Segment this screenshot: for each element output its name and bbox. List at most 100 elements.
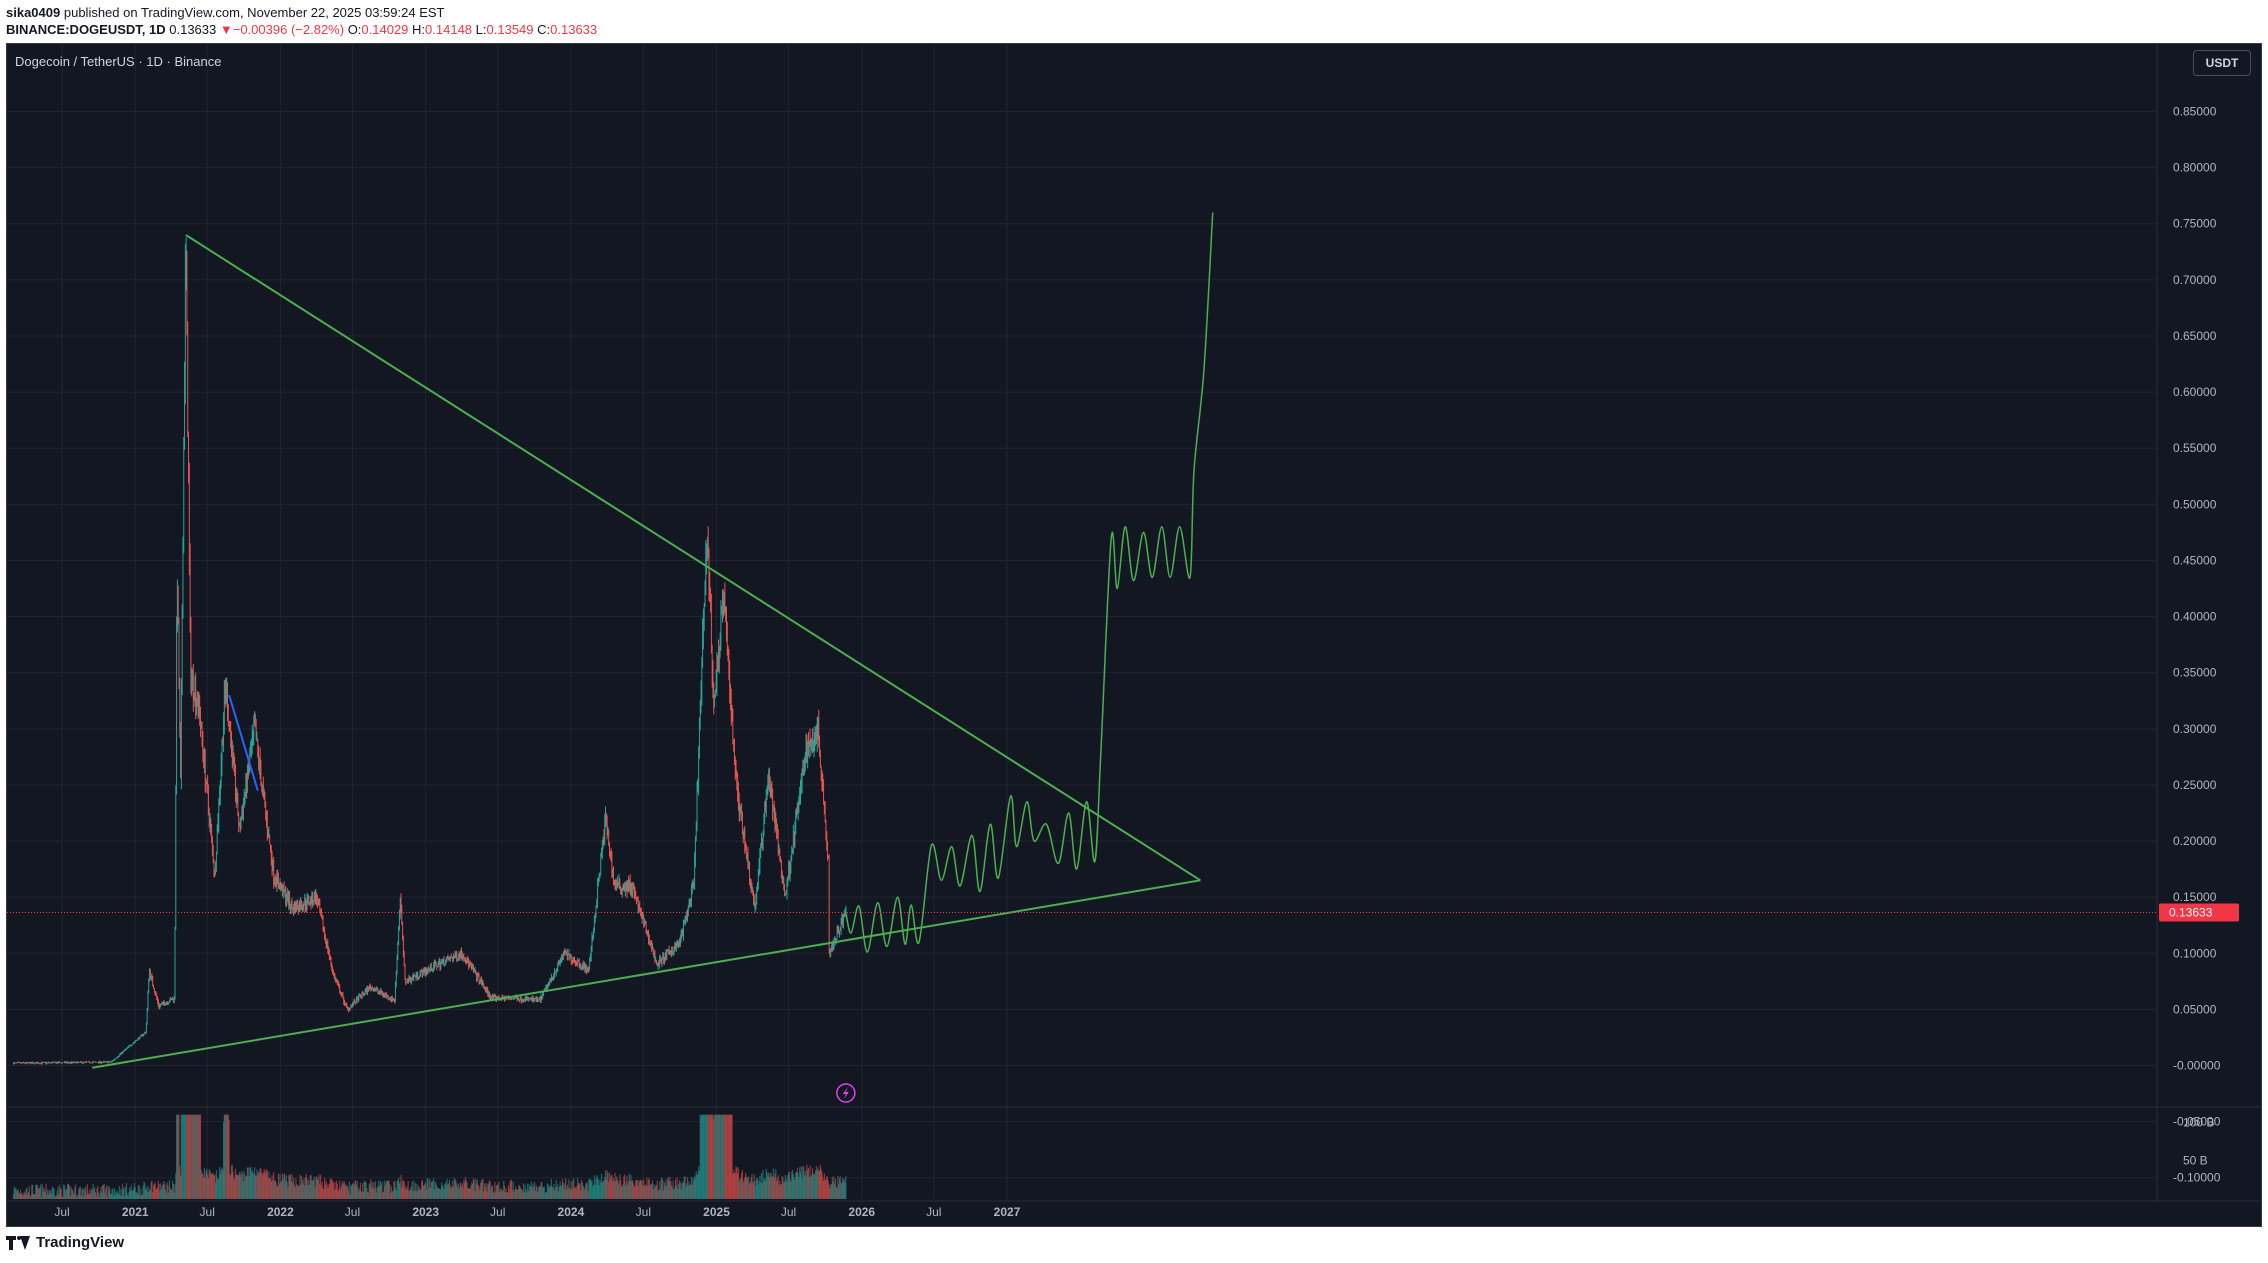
volume-bar-2022-01-16 [285,1175,288,1199]
volume-bar-2021-12-13 [272,1180,274,1199]
volume-bar-2020-12-02 [122,1189,124,1199]
volume-bar-2022-10-01 [388,1180,390,1199]
volume-bar-2020-08-04 [74,1184,77,1199]
volume-bar-2025-07-05 [789,1178,791,1199]
volume-bar-2022-11-10 [404,1188,406,1199]
volume-bar-2022-11-14 [405,1189,408,1199]
volume-bar-2020-10-21 [105,1185,108,1199]
trendline-2 [228,694,259,791]
volume-bar-2024-01-08 [573,1178,575,1199]
volume-bar-2022-07-27 [362,1183,364,1199]
volume-bar-2020-06-09 [52,1187,54,1199]
volume-bar-2024-10-26 [689,1185,691,1199]
volume-bar-2024-01-22 [578,1183,580,1199]
volume-bar-2022-08-08 [366,1191,369,1199]
volume-bar-2022-09-23 [385,1182,387,1199]
volume-bar-2022-04-22 [324,1178,326,1199]
volume-bar-2025-05-26 [773,1178,775,1199]
volume-bar-2022-06-19 [347,1186,349,1199]
volume-bar-2020-03-07 [15,1187,17,1199]
volume-bar-2023-01-05 [426,1178,428,1199]
price-chart[interactable]: 0.85000 0.80000 0.75000 0.70000 0.65000 0.600… [7,44,2261,1226]
volume-bar-2024-02-23 [591,1179,593,1199]
volume-bar-2021-08-05 [220,1168,222,1199]
volume-bar-2025-03-31 [751,1173,753,1199]
volume-bar-2022-05-14 [332,1182,334,1199]
author-name[interactable]: sika0409 [6,5,61,20]
volume-bar-2024-01-16 [576,1185,578,1199]
volume-bar-2022-04-20 [323,1188,325,1199]
volume-bar-2023-06-12 [489,1181,491,1199]
volume-bar-2024-12-05 [705,1114,707,1199]
volume-bar-2022-09-13 [381,1181,383,1199]
volume-bar-2024-09-22 [675,1185,677,1199]
volume-bar-2025-06-27 [786,1181,788,1199]
volume-bar-2023-03-22 [456,1187,459,1199]
volume-bar-2021-09-28 [242,1173,244,1199]
volume-bar-2021-01-15 [140,1188,142,1199]
volume-bar-2023-02-22 [445,1185,447,1199]
volume-bar-2022-07-21 [359,1182,362,1199]
volume-bar-2023-07-10 [500,1188,502,1199]
volume-bar-2023-11-17 [552,1188,554,1199]
volume-bar-2022-12-04 [413,1190,416,1199]
volume-bar-2025-06-19 [783,1182,785,1199]
volume-bar-2025-02-09 [731,1114,733,1199]
volume-bar-2024-01-10 [573,1187,576,1199]
volume-bar-2023-09-18 [528,1183,530,1199]
volume-bar-2025-07-25 [797,1172,799,1199]
volume-bar-2020-06-21 [57,1186,59,1199]
volume-bar-2020-07-17 [67,1183,69,1199]
volume-bar-2023-07-16 [503,1180,505,1199]
volume-bar-2021-09-12 [235,1174,237,1199]
volume-bar-2024-05-19 [625,1181,627,1199]
volume-bar-2022-03-25 [312,1179,315,1199]
volume-bar-2024-06-22 [639,1181,641,1199]
volume-bar-2025-09-25 [822,1177,824,1199]
volume-bar-2025-09-05 [814,1173,816,1199]
volume-bar-2023-09-20 [529,1186,531,1199]
volume-bar-2025-09-13 [817,1167,819,1199]
volume-bar-2021-01-21 [142,1186,144,1199]
volume-bar-2021-04-25 [179,1175,182,1199]
volume-bar-2020-12-06 [124,1196,126,1199]
volume-bar-2020-09-21 [94,1187,96,1199]
volume-bar-2023-05-19 [479,1183,482,1199]
volume-bar-2023-04-21 [468,1188,471,1199]
volume-bar-2024-11-25 [701,1114,703,1199]
volume-bar-2020-08-10 [77,1195,79,1199]
volume-bar-2025-11-02 [837,1176,839,1199]
volume-bar-2023-07-30 [508,1189,510,1199]
volume-bar-2020-10-09 [101,1192,103,1199]
volume-bar-2023-05-17 [479,1189,481,1199]
chart-frame[interactable]: 0.85000 0.80000 0.75000 0.70000 0.65000 0.600… [6,43,2262,1227]
volume-bar-2022-07-01 [351,1183,354,1199]
volume-bar-2023-10-26 [543,1186,545,1199]
volume-bar-2021-04-11 [174,1184,176,1199]
currency-button[interactable]: USDT [2193,50,2251,76]
tradingview-footer[interactable]: TradingView [6,1234,124,1251]
volume-bar-2020-11-14 [115,1191,117,1199]
volume-bar-2021-03-12 [162,1184,164,1199]
volume-bar-2024-07-28 [653,1184,655,1199]
volume-bar-2022-05-12 [331,1180,334,1199]
volume-bar-2024-05-31 [630,1174,632,1199]
y-tick-label: 0.05000 [2173,1002,2217,1016]
volume-bar-2025-03-29 [750,1176,752,1199]
volume-bar-2022-09-05 [378,1180,380,1199]
y-tick-label: -0.10000 [2173,1171,2221,1185]
volume-bar-2024-12-01 [703,1114,705,1199]
volume-bar-2025-09-09 [815,1166,818,1199]
volume-bar-2023-04-19 [468,1188,470,1199]
volume-bar-2024-12-25 [713,1119,715,1199]
volume-bar-2023-07-08 [499,1189,502,1199]
volume-bar-2022-11-28 [411,1181,413,1199]
volume-bar-2023-06-18 [491,1185,494,1199]
volume-bar-2020-07-31 [73,1194,75,1199]
y-tick-label: 0.40000 [2173,610,2217,624]
volume-bar-2022-09-01 [376,1187,378,1199]
volume-bar-2025-09-19 [819,1164,821,1199]
volume-bar-2021-08-03 [219,1173,221,1199]
volume-bar-2025-06-21 [783,1181,786,1199]
volume-bar-2024-10-02 [679,1182,681,1199]
